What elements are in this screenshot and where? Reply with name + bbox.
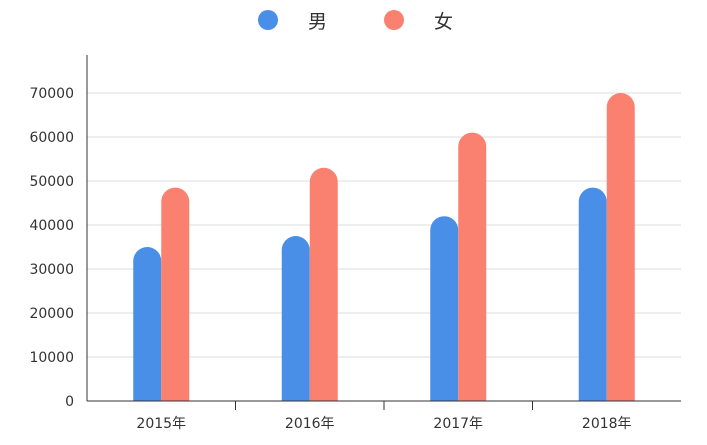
- bars: [133, 93, 635, 402]
- x-tick-label: 2016年: [285, 416, 335, 432]
- y-tick-label: 0: [65, 394, 74, 410]
- bar-male-2[interactable]: [430, 216, 459, 401]
- chart-legend: 男 女: [0, 6, 707, 34]
- y-tick-label: 10000: [29, 350, 74, 366]
- y-tick-label: 50000: [29, 174, 74, 190]
- y-tick-label: 40000: [29, 218, 74, 234]
- bar-female-0[interactable]: [161, 187, 190, 401]
- y-tick-label: 30000: [29, 262, 74, 278]
- bar-female-1[interactable]: [309, 167, 338, 401]
- legend-item-female[interactable]: 女: [384, 6, 453, 34]
- x-tick-label: 2018年: [582, 416, 632, 432]
- bar-male-0[interactable]: [133, 247, 162, 401]
- legend-swatch-male: [258, 10, 278, 30]
- bar-female-2[interactable]: [458, 132, 487, 401]
- y-tick-label: 20000: [29, 306, 74, 322]
- x-tick-label: 2015年: [136, 416, 186, 432]
- x-tick-label: 2017年: [433, 416, 483, 432]
- legend-item-male[interactable]: 男: [258, 6, 327, 34]
- legend-label-female: 女: [434, 10, 454, 33]
- y-tick-label: 70000: [29, 86, 74, 102]
- y-axis-ticks: 0 10000 20000 30000 40000 50000 60000 70000: [29, 86, 74, 410]
- y-tick-label: 60000: [29, 130, 74, 146]
- legend-label-male: 男: [308, 10, 328, 33]
- x-axis-ticks: 2015年 2016年 2017年 2018年: [136, 401, 632, 432]
- bar-female-3[interactable]: [606, 93, 635, 402]
- bar-male-1[interactable]: [281, 236, 310, 401]
- legend-swatch-female: [384, 10, 404, 30]
- bar-male-3[interactable]: [578, 187, 607, 401]
